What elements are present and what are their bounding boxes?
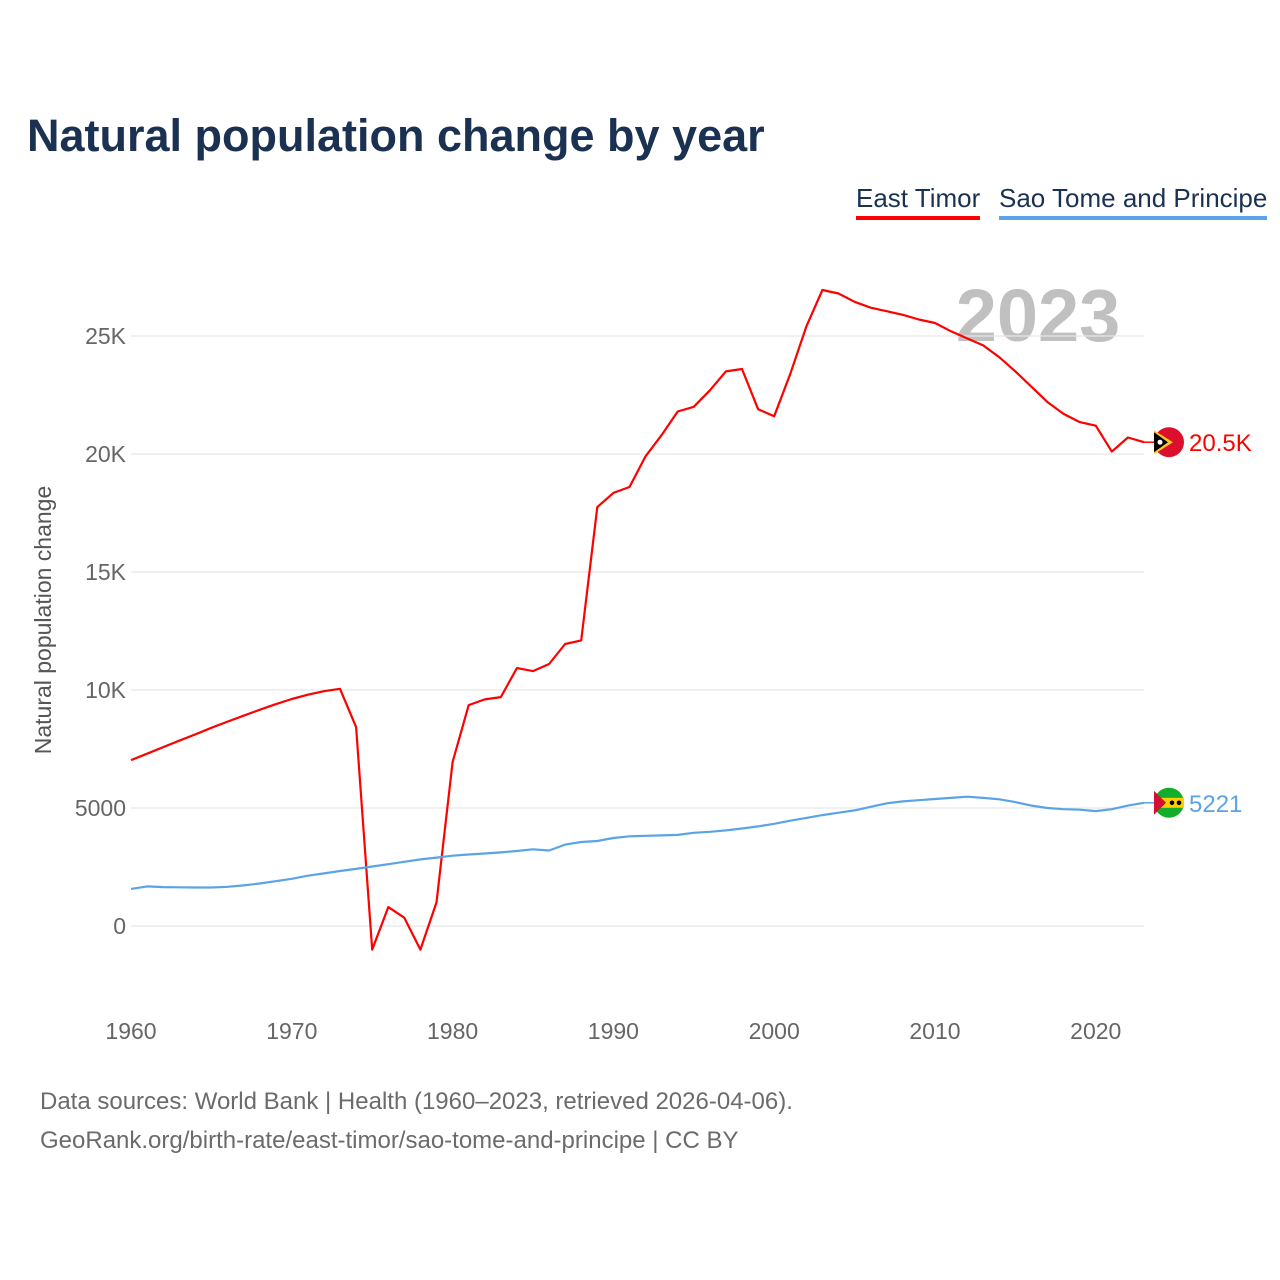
flag-star [1176,800,1182,806]
end-value-label: 20.5K [1189,430,1252,457]
y-tick-label: 5000 [75,795,126,821]
y-tick-label: 20K [85,441,127,467]
y-tick-label: 25K [85,323,127,349]
series-line-east-timor [130,288,1145,951]
y-tick-label: 15K [85,559,127,585]
series-line-sao-tome [130,795,1145,890]
east-timor-flag-icon [1154,427,1184,458]
flag-triangle [1154,790,1166,815]
x-tick-label: 1980 [427,1018,478,1044]
flag-star [1169,800,1175,806]
x-tick-label: 2000 [749,1018,800,1044]
x-tick-label: 1970 [266,1018,317,1044]
flag-star [1157,439,1163,445]
legend-east-timor[interactable]: East Timor [856,183,981,220]
footer-link[interactable]: GeoRank.org/birth-rate/east-timor/sao-to… [40,1127,739,1154]
x-tick-label: 1990 [588,1018,639,1044]
end-value-label: 5221 [1189,791,1242,818]
y-tick-label: 10K [85,677,127,703]
flag-band [1154,797,1184,808]
x-tick-label: 2020 [1070,1018,1121,1044]
x-tick-label: 1960 [105,1018,156,1044]
x-tick-label: 2010 [909,1018,960,1044]
chart-title: Natural population change by year [27,110,765,161]
year-watermark: 2023 [956,274,1121,357]
y-axis-label: Natural population change [30,486,56,755]
footer-sources: Data sources: World Bank | Health (1960–… [40,1088,793,1115]
legend-sao-tome[interactable]: Sao Tome and Principe [999,183,1268,220]
sao-tome-flag-icon [1154,787,1184,818]
y-tick-label: 0 [113,913,126,939]
